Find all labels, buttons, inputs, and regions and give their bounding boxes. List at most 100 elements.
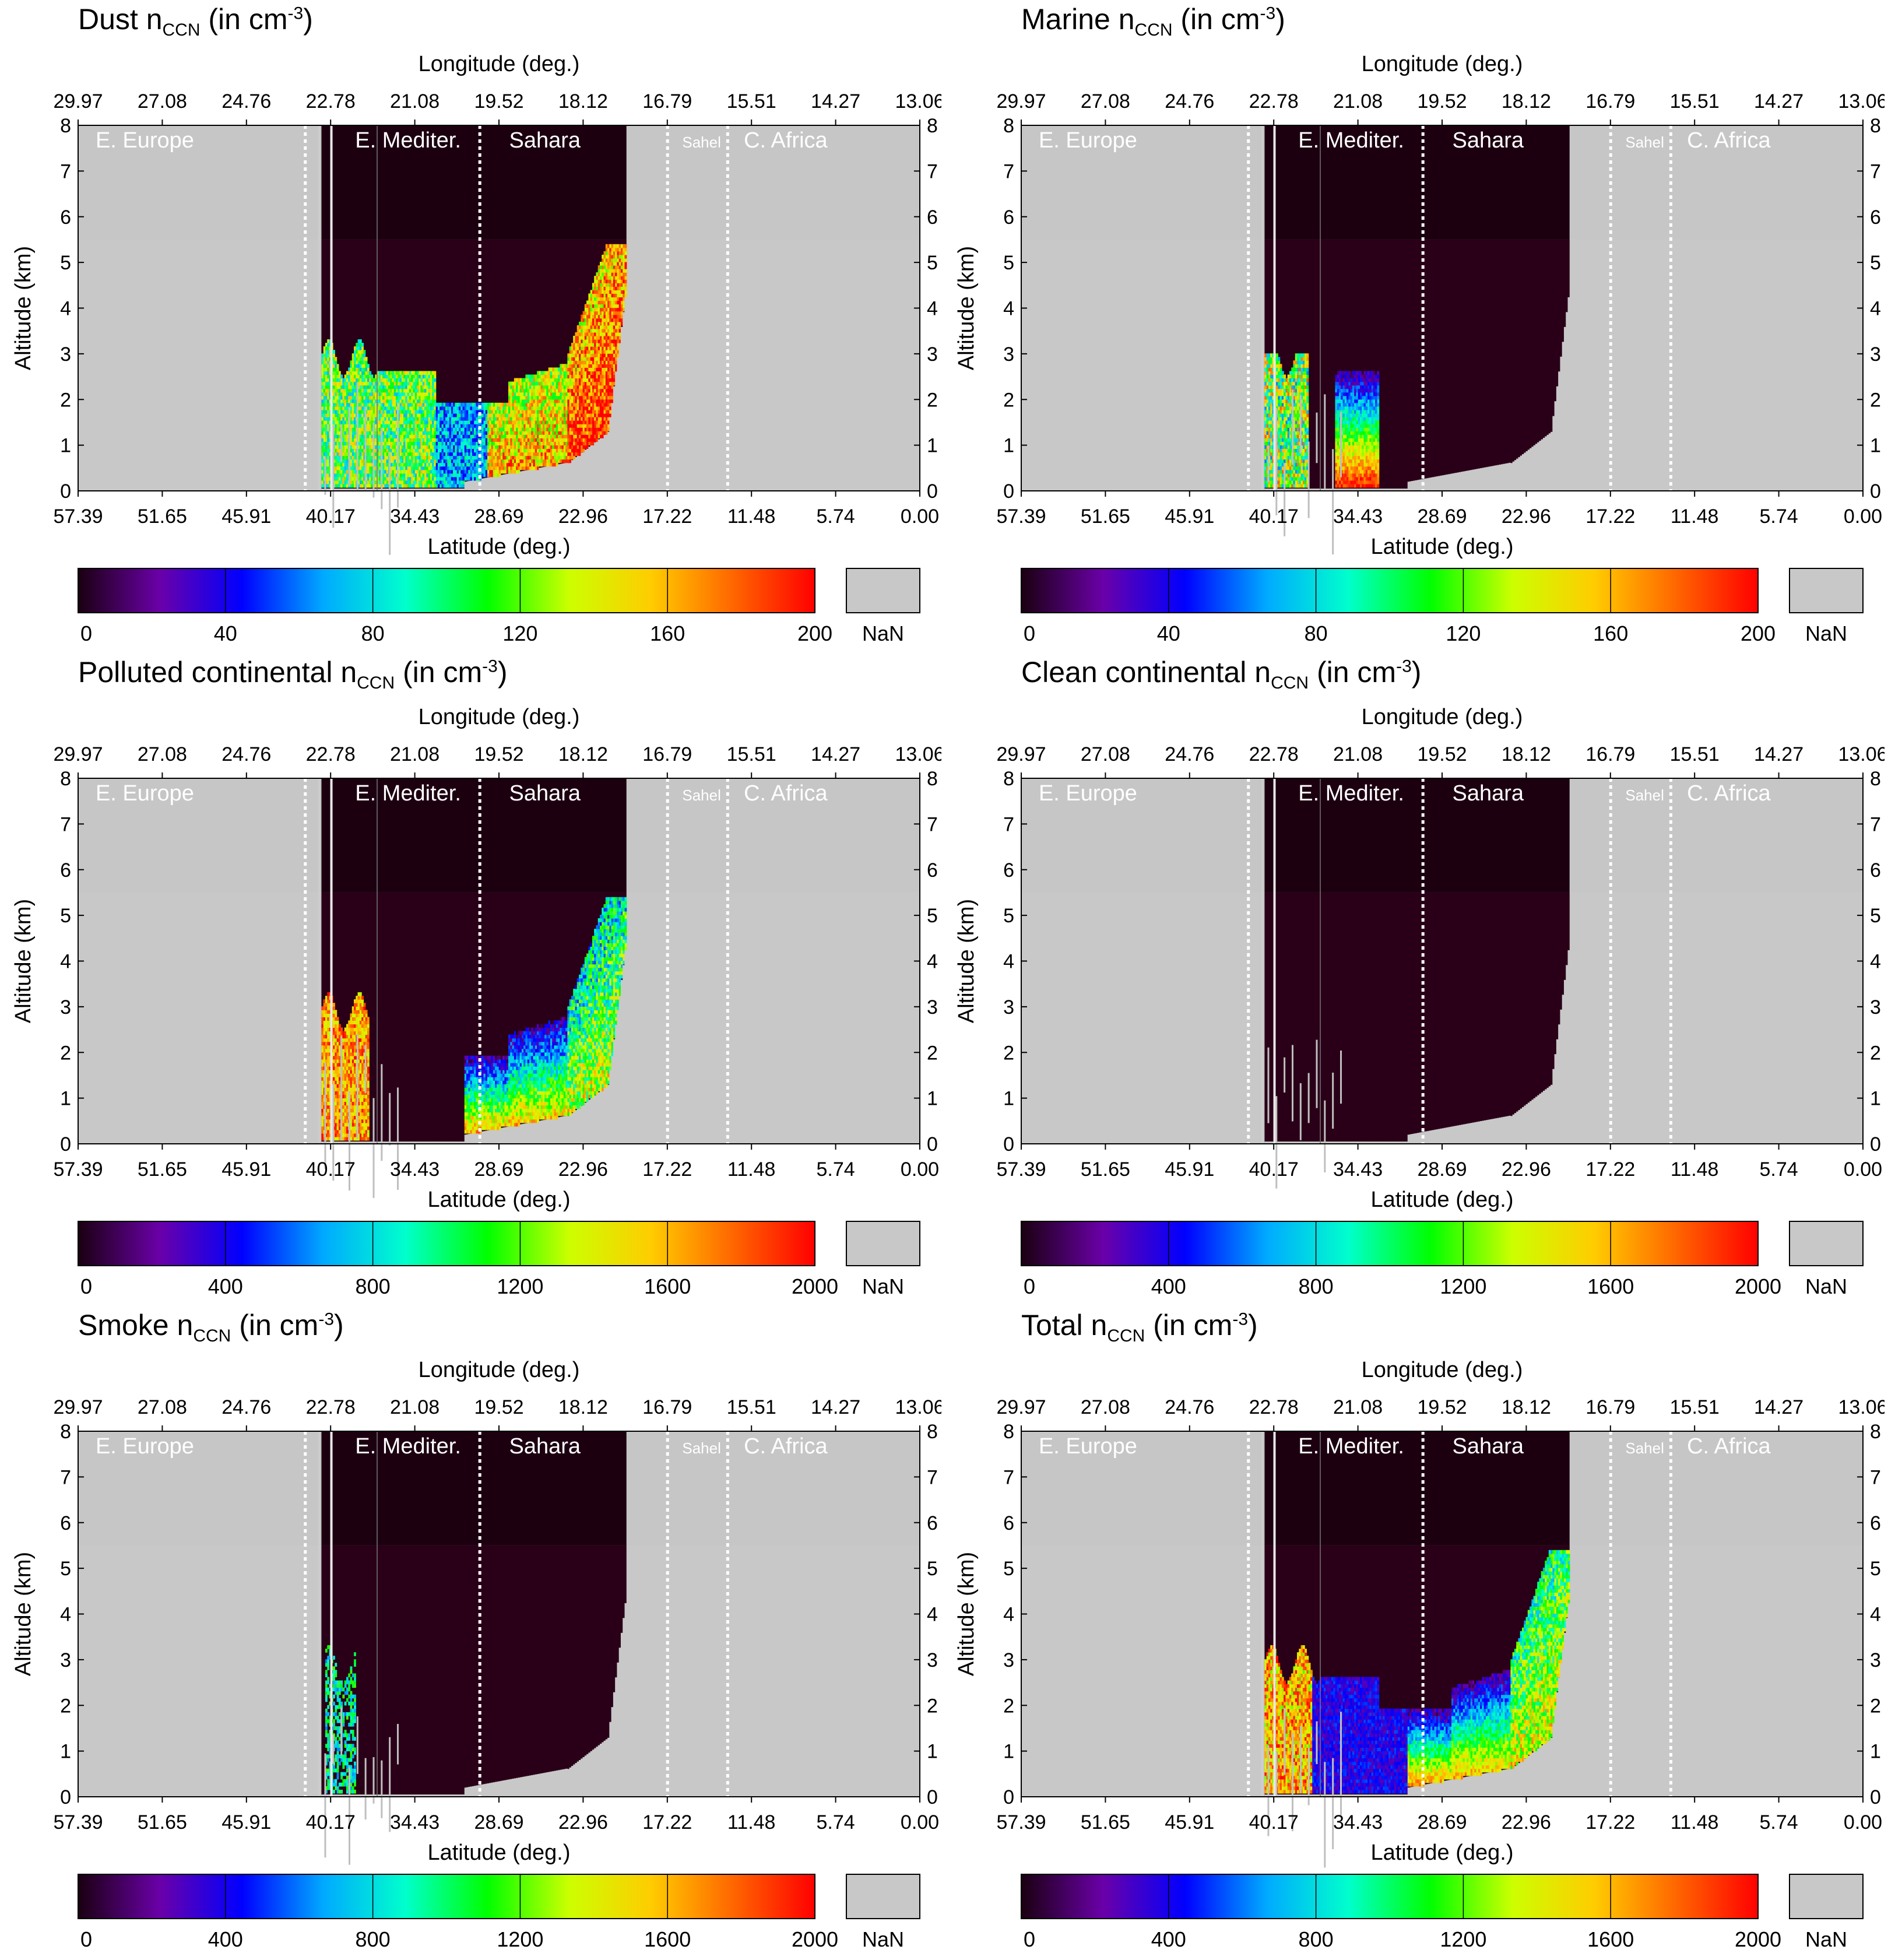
surface-mask (344, 489, 347, 491)
heatmap-cell (443, 406, 446, 410)
heatmap-cell (609, 328, 612, 333)
surface-mask (464, 482, 467, 491)
heatmap-cell (584, 417, 587, 421)
heatmap-cell (590, 297, 593, 301)
heatmap-cell (437, 402, 440, 407)
surface-mask (354, 489, 356, 491)
heatmap-cell (586, 385, 589, 389)
heatmap-cell (548, 434, 551, 438)
heatmap-cell (384, 399, 387, 403)
heatmap-cell (596, 388, 599, 393)
heatmap-cell (351, 395, 354, 400)
heatmap-cell (607, 427, 610, 431)
heatmap-cell (382, 438, 385, 442)
heatmap-cell (407, 371, 410, 375)
heatmap-cell (428, 455, 431, 460)
heatmap-cell (458, 441, 461, 446)
heatmap-cell (367, 455, 370, 460)
heatmap-cell (502, 441, 505, 446)
heatmap-cell (437, 417, 440, 421)
heatmap-cell (474, 466, 476, 470)
heatmap-cell (592, 417, 595, 421)
heatmap-cell (361, 455, 364, 460)
heatmap-cell (582, 448, 585, 453)
heatmap-cell (556, 431, 558, 435)
heatmap-cell (558, 417, 560, 421)
heatmap-cell (563, 406, 566, 410)
heatmap-cell (390, 420, 393, 424)
heatmap-cell (329, 480, 332, 484)
heatmap-cell (495, 452, 497, 456)
heatmap-cell (558, 431, 560, 435)
heatmap-cell (512, 409, 515, 414)
heatmap-cell (386, 438, 389, 442)
heatmap-cell (537, 438, 539, 442)
heatmap-cell (333, 367, 335, 372)
heatmap-cell (441, 466, 444, 470)
heatmap-cell (411, 413, 414, 417)
heatmap-cell (392, 413, 395, 417)
heatmap-cell (605, 254, 608, 259)
heatmap-cell (329, 466, 332, 470)
heatmap-cell (597, 300, 600, 305)
heatmap-cell (581, 335, 583, 340)
heatmap-cell (533, 378, 536, 382)
heatmap-cell (599, 357, 602, 361)
heatmap-cell (437, 420, 440, 424)
heatmap-cell (504, 420, 507, 424)
heatmap-cell (468, 431, 471, 435)
heatmap-cell (481, 431, 484, 435)
heatmap-cell (546, 417, 549, 421)
heatmap-cell (403, 448, 406, 453)
heatmap-cell (398, 466, 400, 470)
heatmap-cell (527, 395, 530, 400)
heatmap-cell (586, 392, 589, 396)
heatmap-cell (483, 455, 486, 460)
heatmap-cell (464, 409, 467, 414)
heatmap-cell (552, 448, 555, 453)
heatmap-cell (363, 350, 366, 354)
heatmap-cell (569, 413, 572, 417)
heatmap-cell (357, 353, 360, 357)
heatmap-cell (483, 469, 486, 474)
heatmap-cell (390, 445, 393, 449)
heatmap-cell (607, 247, 610, 252)
heatmap-cell (414, 402, 417, 407)
heatmap-cell (420, 469, 423, 474)
heatmap-cell (472, 469, 474, 474)
heatmap-cell (531, 466, 534, 470)
heatmap-cell (537, 420, 539, 424)
heatmap-cell (359, 434, 362, 438)
heatmap-cell (342, 424, 345, 428)
heatmap-cell (582, 409, 585, 414)
heatmap-cell (554, 371, 557, 375)
longitude-tick-label: 14.27 (811, 90, 860, 113)
heatmap-cell (416, 392, 419, 396)
heatmap-cell (582, 346, 585, 350)
heatmap-cell (434, 402, 437, 407)
heatmap-cell (371, 483, 374, 488)
heatmap-cell (590, 290, 593, 294)
heatmap-cell (455, 466, 458, 470)
heatmap-cell (523, 417, 526, 421)
heatmap-cell (563, 385, 566, 389)
heatmap-cell (384, 402, 387, 407)
heatmap-cell (416, 371, 419, 375)
heatmap-cell (371, 406, 374, 410)
heatmap-cell (336, 448, 339, 453)
heatmap-cell (375, 459, 377, 463)
heatmap-cell (336, 417, 339, 421)
heatmap-cell (556, 438, 558, 442)
heatmap-cell (498, 424, 501, 428)
surface-mask (401, 489, 404, 491)
heatmap-cell (428, 469, 431, 474)
heatmap-cell (544, 371, 547, 375)
heatmap-cell (548, 402, 551, 407)
heatmap-cell (371, 473, 374, 477)
heatmap-cell (399, 402, 402, 407)
heatmap-cell (403, 441, 406, 446)
heatmap-cell (609, 374, 612, 379)
heatmap-cell (398, 441, 400, 446)
heatmap-cell (592, 441, 595, 446)
heatmap-cell (527, 381, 530, 386)
